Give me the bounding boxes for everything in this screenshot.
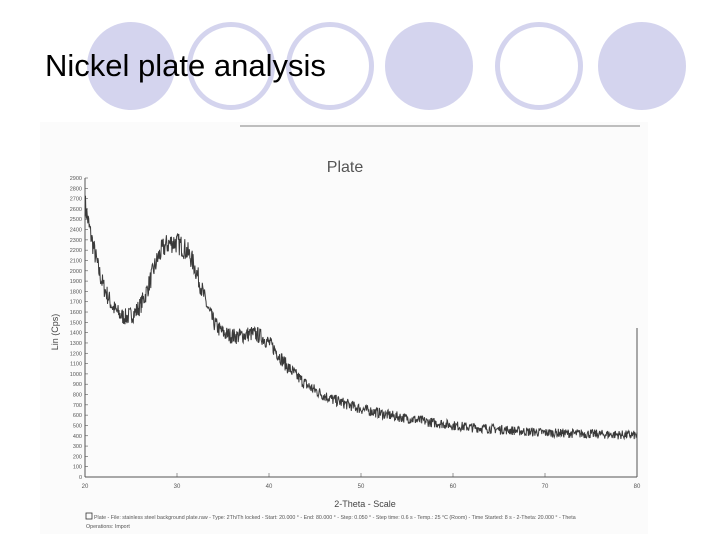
y-tick-label: 300 bbox=[73, 444, 82, 450]
y-axis-label: Lin (Cps) bbox=[50, 314, 60, 351]
y-axis-ticks: 0 100 200 300 400 500 600 700 800 900 1000 1100 1200… bbox=[70, 176, 88, 481]
y-tick-label: 2000 bbox=[70, 269, 82, 275]
y-tick-label: 2800 bbox=[70, 186, 82, 192]
x-tick-label: 80 bbox=[634, 484, 641, 490]
x-tick-label: 40 bbox=[266, 484, 273, 490]
y-tick-label: 1400 bbox=[70, 331, 82, 337]
decor-circle-5 bbox=[495, 22, 583, 110]
decor-circle-3 bbox=[286, 22, 374, 110]
y-tick-label: 2900 bbox=[70, 176, 82, 182]
y-tick-label: 100 bbox=[73, 465, 82, 471]
x-tick-label: 50 bbox=[358, 484, 365, 490]
y-tick-label: 1700 bbox=[70, 300, 82, 306]
y-tick-label: 200 bbox=[73, 454, 82, 460]
y-tick-label: 2400 bbox=[70, 228, 82, 234]
legend-marker bbox=[85, 512, 93, 520]
x-axis-label: 2-Theta - Scale bbox=[334, 499, 396, 509]
x-axis-ticks: 20 30 40 50 60 70 80 bbox=[82, 473, 641, 490]
data-series-line bbox=[84, 195, 638, 441]
y-tick-label: 2600 bbox=[70, 207, 82, 213]
y-tick-label: 1800 bbox=[70, 289, 82, 295]
y-tick-label: 2300 bbox=[70, 238, 82, 244]
y-tick-label: 600 bbox=[73, 413, 82, 419]
y-tick-label: 1900 bbox=[70, 279, 82, 285]
xrd-chart: Plate 0 100 200 300 400 500 600 700 800 900 1000 11… bbox=[50, 125, 641, 530]
y-tick-label: 900 bbox=[73, 382, 82, 388]
x-tick-label: 60 bbox=[450, 484, 457, 490]
y-tick-label: 1000 bbox=[70, 372, 82, 378]
scan-info-line-1: Plate - File: stainless steel background… bbox=[94, 515, 576, 521]
y-tick-label: 500 bbox=[73, 423, 82, 429]
y-tick-label: 2200 bbox=[70, 248, 82, 254]
y-tick-label: 700 bbox=[73, 403, 82, 409]
xrd-chart-scan: Plate 0 100 200 300 400 500 600 700 800 900 1000 11… bbox=[40, 122, 648, 534]
y-tick-label: 2100 bbox=[70, 258, 82, 264]
y-tick-label: 1300 bbox=[70, 341, 82, 347]
y-tick-label: 1200 bbox=[70, 351, 82, 357]
chart-title: Plate bbox=[327, 159, 364, 176]
decor-circle-2 bbox=[187, 22, 275, 110]
y-tick-label: 1500 bbox=[70, 320, 82, 326]
chart-axes bbox=[84, 178, 638, 478]
x-tick-label: 70 bbox=[542, 484, 549, 490]
decor-circle-6 bbox=[598, 22, 686, 110]
decor-circle-4 bbox=[385, 22, 473, 110]
y-tick-label: 800 bbox=[73, 393, 82, 399]
x-tick-label: 20 bbox=[82, 484, 89, 490]
y-tick-label: 1600 bbox=[70, 310, 82, 316]
y-tick-label: 0 bbox=[79, 475, 82, 481]
decor-circle-1 bbox=[87, 22, 175, 110]
slide-title: Nickel plate analysis bbox=[45, 48, 326, 83]
y-tick-label: 400 bbox=[73, 434, 82, 440]
scan-info-line-2: Operations: Import bbox=[86, 524, 130, 530]
x-tick-label: 30 bbox=[174, 484, 181, 490]
y-tick-label: 1100 bbox=[70, 362, 82, 368]
y-tick-label: 2700 bbox=[70, 197, 82, 203]
y-tick-label: 2500 bbox=[70, 217, 82, 223]
